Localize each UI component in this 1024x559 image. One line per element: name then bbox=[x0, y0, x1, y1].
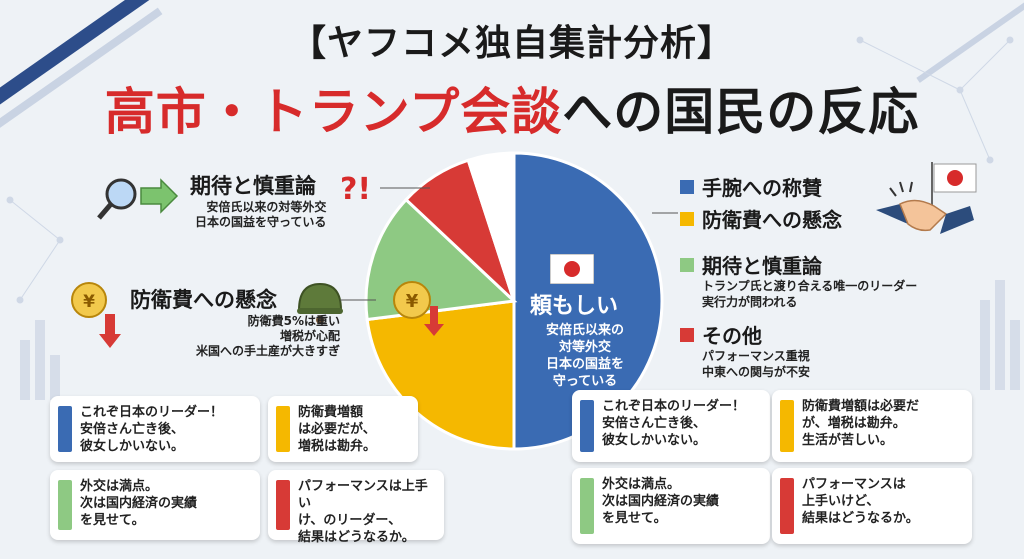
legend-label: 期待と慎重論 bbox=[702, 254, 822, 278]
legend-swatch bbox=[680, 179, 694, 194]
legend-item-praise: 手腕への称賛 bbox=[680, 172, 822, 201]
legend-label: 手腕への称賛 bbox=[702, 176, 822, 200]
legend-sub-expectation: トランプ氏と渡り合える唯一のリーダー 実行力が問われる bbox=[702, 278, 917, 310]
card-text: 防衛費増額は必要だ が、増税は勘弁。 生活が苦しい。 bbox=[802, 399, 920, 448]
callout-defense-lines: 防衛費5%は重い 増税が心配 米国への手土産が大きすぎ bbox=[145, 314, 340, 359]
magnifier-arrow-icon bbox=[97, 178, 179, 220]
pie-label-line: 対等外交 bbox=[558, 340, 611, 355]
comment-card: パフォーマンスは上手い け、のリーダー、 結果はどうなるか。 bbox=[268, 470, 444, 545]
pie-label-line: 日本の国益を bbox=[545, 357, 624, 372]
leader-line bbox=[380, 187, 430, 189]
legend-swatch bbox=[680, 257, 694, 272]
callout-line: 防衛費5%は重い bbox=[247, 314, 340, 328]
legend-item-expectation: 期待と慎重論 bbox=[680, 250, 822, 279]
yen-coin-down-icon: ¥ bbox=[393, 281, 444, 336]
japan-flag-icon bbox=[550, 254, 594, 284]
svg-text:¥: ¥ bbox=[406, 291, 419, 312]
pie-slice bbox=[466, 151, 516, 302]
title-highlight: 高市・トランプ会談 bbox=[104, 83, 563, 141]
legend-item-defense: 防衛費への懸念 bbox=[680, 204, 842, 233]
pie-label-line: 守っている bbox=[552, 374, 618, 389]
comment-card: 防衛費増額は必要だ が、増税は勘弁。 生活が苦しい。 bbox=[772, 390, 972, 462]
comment-card: これぞ日本のリーダー！ 安倍さん亡き後、 彼女しかいない。 bbox=[572, 390, 770, 462]
comment-card: 外交は満点。 次は国内経済の実績 を見せて。 bbox=[572, 468, 770, 544]
callout-expectation-lines: 安倍氏以来の対等外交 日本の国益を守っている bbox=[195, 200, 326, 230]
callout-line: 米国への手土産が大きすぎ bbox=[195, 344, 340, 358]
card-text: パフォーマンスは 上手いけど、 結果はどうなるか。 bbox=[802, 477, 919, 526]
comment-card: パフォーマンスは 上手いけど、 結果はどうなるか。 bbox=[772, 468, 972, 544]
legend-swatch bbox=[680, 327, 694, 342]
card-text: 外交は満点。 次は国内経済の実績 を見せて。 bbox=[80, 479, 198, 528]
legend-item-other: その他 bbox=[680, 320, 762, 349]
legend-label: 防衛費への懸念 bbox=[702, 208, 842, 232]
title-line-2: 高市・トランプ会談への国民の反応 bbox=[0, 72, 1024, 144]
callout-defense-title: 防衛費への懸念 bbox=[130, 288, 277, 312]
title-rest: への国民の反応 bbox=[562, 83, 920, 141]
legend-swatch bbox=[680, 211, 694, 226]
card-text: 防衛費増額 は必要だが、 増税は勘弁。 bbox=[298, 405, 377, 454]
callout-line: 増税が心配 bbox=[279, 329, 340, 343]
legend-label: その他 bbox=[702, 324, 762, 348]
surprise-mark: ?! bbox=[340, 172, 372, 207]
helmet-icon bbox=[297, 282, 343, 324]
legend-sub-line: トランプ氏と渡り合える唯一のリーダー bbox=[702, 279, 918, 293]
surprise-mark-on-slice: ?! bbox=[473, 170, 500, 200]
pie-label-line: 安倍氏以来の bbox=[545, 323, 624, 338]
legend-sub-line: 中東への関与が不安 bbox=[702, 365, 811, 379]
card-color-bar bbox=[580, 400, 594, 452]
card-text: これぞ日本のリーダー！ 安倍さん亡き後、 彼女しかいない。 bbox=[602, 399, 746, 448]
card-color-bar bbox=[58, 406, 72, 452]
card-color-bar bbox=[780, 400, 794, 452]
pie-label-lines: 安倍氏以来の 対等外交 日本の国益を 守っている bbox=[540, 322, 630, 390]
card-text: 外交は満点。 次は国内経済の実績 を見せて。 bbox=[602, 477, 720, 526]
pie-label-headline: 頼もしい bbox=[530, 294, 619, 319]
legend-sub-other: パフォーマンス重視 中東への関与が不安 bbox=[702, 348, 810, 380]
card-color-bar bbox=[276, 480, 290, 530]
comment-card: 防衛費増額 は必要だが、 増税は勘弁。 bbox=[268, 396, 418, 462]
leader-line bbox=[652, 212, 678, 214]
legend-sub-line: 実行力が問われる bbox=[702, 295, 798, 309]
card-color-bar bbox=[580, 478, 594, 534]
handshake-flag-icon bbox=[876, 162, 977, 234]
title-line-1: 【ヤフコメ独自集計分析】 bbox=[289, 23, 734, 64]
callout-expectation-title: 期待と慎重論 bbox=[190, 174, 316, 198]
leader-line bbox=[340, 299, 376, 301]
svg-text:¥: ¥ bbox=[83, 292, 95, 312]
card-color-bar bbox=[276, 406, 290, 452]
legend-sub-line: パフォーマンス重視 bbox=[702, 349, 810, 363]
yen-coin-decline-icon: ¥ bbox=[71, 282, 121, 348]
callout-line: 日本の国益を守っている bbox=[195, 215, 327, 229]
comment-card: 外交は満点。 次は国内経済の実績 を見せて。 bbox=[50, 470, 260, 540]
callout-line: 安倍氏以来の対等外交 bbox=[206, 200, 327, 214]
comment-card: これぞ日本のリーダー！ 安倍さん亡き後、 彼女しかいない。 bbox=[50, 396, 260, 462]
card-color-bar bbox=[780, 478, 794, 534]
card-color-bar bbox=[58, 480, 72, 530]
card-text: パフォーマンスは上手い け、のリーダー、 結果はどうなるか。 bbox=[298, 479, 428, 545]
card-text: これぞ日本のリーダー！ 安倍さん亡き後、 彼女しかいない。 bbox=[80, 405, 224, 454]
